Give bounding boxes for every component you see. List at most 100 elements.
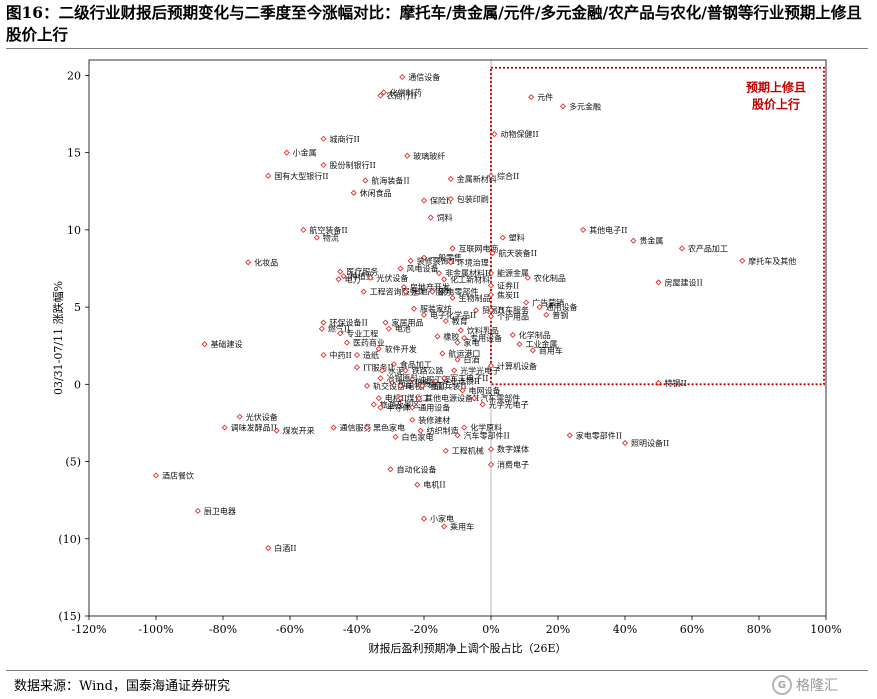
y-tick-label: 5: [74, 301, 81, 314]
point-label: 地面兵装II: [428, 381, 466, 391]
y-axis-label: 03/31-07/11 涨跌幅%: [51, 281, 65, 395]
data-point: 电池: [385, 324, 411, 334]
x-tick-label: 100%: [810, 623, 841, 636]
point-marker: [487, 362, 495, 369]
point-label: 橡胶: [443, 331, 459, 341]
point-marker: [429, 288, 436, 295]
data-point: 光学光电子: [451, 365, 500, 375]
point-marker: [524, 274, 531, 281]
point-label: 包装印刷: [457, 194, 489, 204]
data-point: 光伏设备: [367, 273, 408, 283]
point-label: 专业连锁II: [442, 376, 480, 386]
point-marker: [409, 416, 416, 423]
point-label: 房屋建设II: [665, 277, 703, 287]
point-marker: [566, 432, 573, 439]
data-point: 食品加工: [390, 359, 432, 369]
data-point: 医疗服务: [337, 267, 378, 277]
point-label: 轨交设备II: [373, 381, 411, 391]
point-label: 电机II: [423, 480, 445, 490]
data-point: 电机II: [414, 480, 446, 490]
point-marker: [397, 382, 404, 389]
point-label: 纺织制造: [427, 426, 459, 436]
point-marker: [487, 313, 495, 320]
data-point: 数字媒体: [487, 444, 529, 454]
point-label: 化学制品: [519, 330, 551, 340]
point-marker: [472, 307, 479, 314]
point-marker: [236, 413, 243, 420]
point-label: 贵金属: [639, 236, 663, 246]
point-label: 航空机场: [398, 378, 430, 388]
point-marker: [364, 382, 371, 389]
data-point: 农商行II: [377, 91, 417, 101]
data-point: 计算机设备: [487, 361, 537, 371]
chart-title: 图16：二级行业财报后预期变化与二季度至今涨幅对比：摩托车/贵金属/元件/多元金…: [6, 3, 862, 44]
data-point: 厨卫电器: [194, 506, 236, 516]
x-tick-label: -80%: [209, 623, 237, 636]
point-label: 光伏设备: [376, 273, 408, 283]
point-label: 化学制药: [390, 87, 422, 97]
data-point: 电视广播II: [397, 381, 445, 391]
data-point: 通信服务: [330, 423, 372, 433]
data-point: 一般零售: [420, 253, 462, 263]
data-point: 家电: [454, 338, 480, 348]
point-label: 教育: [452, 316, 468, 326]
point-label: 消费电子: [497, 460, 529, 470]
point-label: 种植业: [350, 271, 374, 281]
point-marker: [454, 356, 461, 363]
data-point: 包装印刷: [447, 194, 489, 204]
x-tick-label: 20%: [546, 623, 570, 636]
y-tick-label: 10: [67, 224, 81, 237]
point-label: 个护用品: [497, 311, 529, 321]
data-point: IT服务II: [353, 362, 394, 372]
point-label: 物流: [323, 233, 339, 243]
data-point: 化学制药: [380, 87, 422, 97]
point-marker: [487, 270, 495, 277]
data-point: 水泥: [379, 365, 404, 375]
data-point: 教育: [442, 316, 468, 326]
point-marker: [516, 341, 523, 348]
data-point: 股份制银行II: [320, 160, 376, 170]
point-label: 照明设备II: [631, 438, 669, 448]
point-label: 股份制银行II: [330, 160, 376, 170]
point-marker: [499, 234, 506, 241]
point-label: 电力: [345, 274, 361, 284]
point-marker: [320, 161, 327, 169]
point-marker: [509, 331, 516, 338]
point-label: 医药商业: [353, 338, 385, 348]
data-point: 家电零部件: [429, 287, 478, 297]
point-marker: [387, 466, 394, 473]
point-marker: [655, 279, 662, 286]
data-point: 非金属材料II: [436, 268, 491, 278]
highlight-label-line2: 股价上行: [752, 97, 800, 112]
point-label: 通信服务: [340, 423, 372, 433]
data-point: 航海装备II: [362, 175, 410, 185]
data-point: 调味发酵品II: [221, 423, 277, 433]
point-marker: [300, 226, 307, 233]
data-point: 轨交设备II: [364, 381, 411, 391]
data-point: 环境治理: [447, 257, 489, 267]
point-label: 焦炭II: [497, 290, 519, 300]
point-label: 其他电子II: [589, 225, 627, 235]
point-marker: [320, 135, 327, 142]
point-label: 特钢II: [665, 378, 687, 388]
point-marker: [201, 341, 208, 348]
point-label: 调味发酵品II: [231, 423, 277, 433]
data-point: 纺织制造: [417, 426, 459, 436]
watermark-logo-icon: G: [772, 675, 792, 695]
point-marker: [397, 395, 404, 402]
point-label: 农化制品: [534, 273, 566, 283]
point-marker: [380, 89, 387, 96]
point-label: 黑色家电: [373, 423, 405, 433]
point-marker: [273, 427, 280, 434]
data-point: 普钢: [543, 310, 568, 320]
point-marker: [630, 237, 637, 244]
point-label: 房地产开发: [410, 282, 450, 292]
point-label: 城商行II: [330, 134, 360, 144]
data-point: 特钢II: [655, 378, 687, 388]
data-point: 饮料乳品: [457, 325, 499, 335]
x-axis-label: 财报后盈利预期净上调个股占比（26E）: [368, 641, 566, 655]
x-tick-label: 60%: [680, 623, 704, 636]
point-label: 酒店餐饮: [162, 470, 194, 480]
data-point: 旅游及景区: [370, 399, 420, 409]
